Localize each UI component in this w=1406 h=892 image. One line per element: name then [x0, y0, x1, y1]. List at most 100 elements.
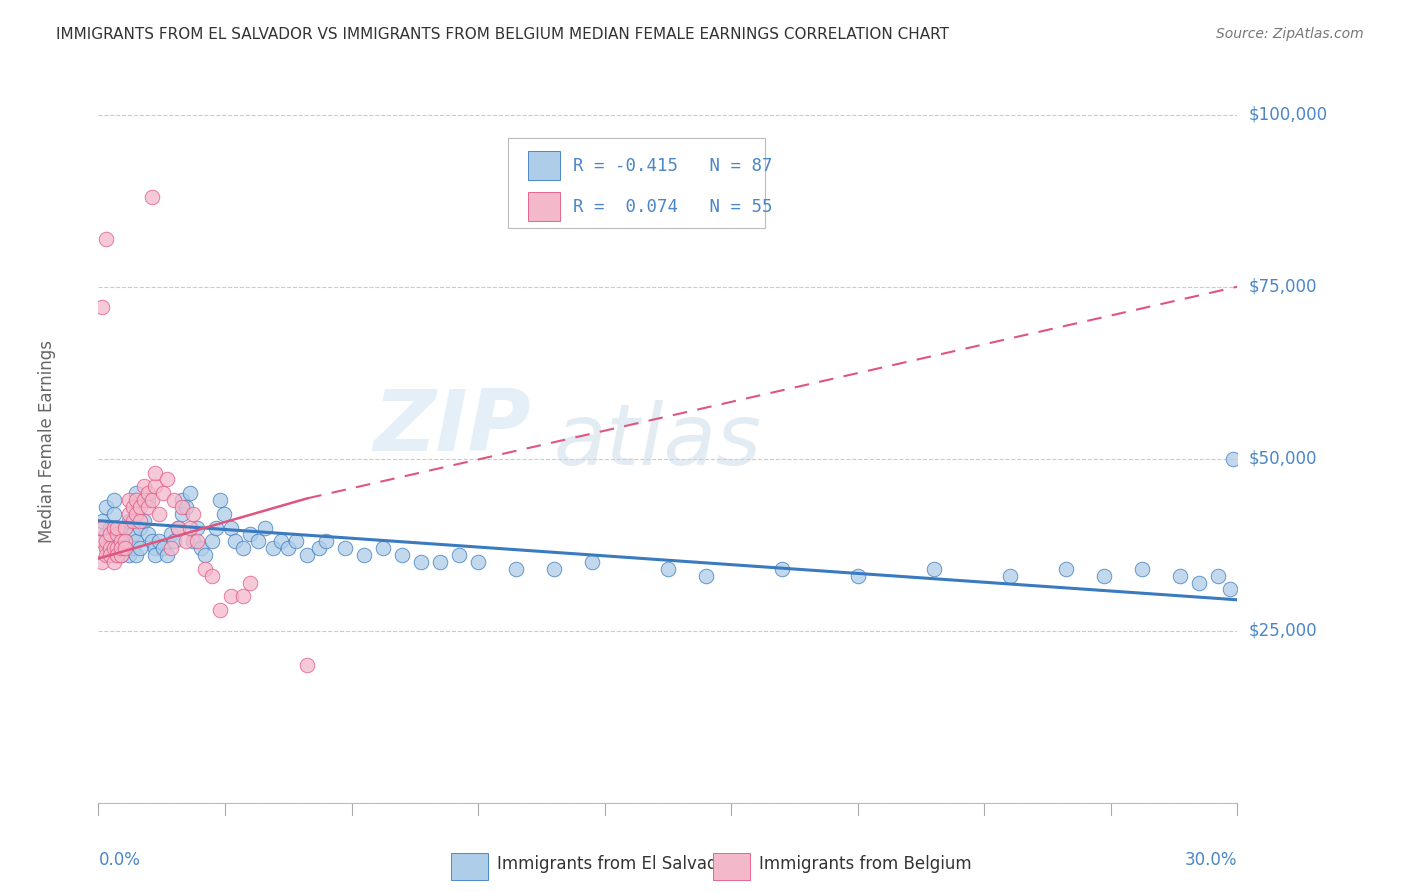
Text: ZIP: ZIP — [374, 385, 531, 468]
Point — [371, 541, 394, 556]
Point — [179, 520, 201, 534]
Text: 0.0%: 0.0% — [98, 851, 141, 869]
Text: Source: ZipAtlas.com: Source: ZipAtlas.com — [1216, 27, 1364, 41]
Point — [114, 520, 136, 534]
Point — [212, 507, 235, 521]
Point — [110, 534, 132, 549]
Point — [353, 548, 375, 562]
Point — [94, 534, 117, 549]
Text: atlas: atlas — [554, 400, 762, 483]
Point — [224, 534, 246, 549]
Point — [107, 548, 129, 562]
Point — [107, 534, 129, 549]
Point — [145, 466, 167, 480]
Point — [239, 527, 262, 541]
Point — [232, 590, 254, 604]
FancyBboxPatch shape — [509, 138, 765, 228]
Bar — [527, 151, 560, 180]
Point — [190, 541, 212, 556]
Point — [246, 534, 269, 549]
Point — [129, 520, 152, 534]
Point — [91, 520, 114, 534]
Point — [159, 527, 181, 541]
Point — [1132, 562, 1154, 576]
Point — [152, 486, 174, 500]
Point — [136, 493, 159, 508]
Point — [449, 548, 471, 562]
Point — [121, 527, 143, 541]
Point — [114, 520, 136, 534]
Point — [125, 507, 148, 521]
Point — [167, 520, 190, 534]
Point — [118, 507, 141, 521]
Point — [297, 548, 319, 562]
Point — [107, 520, 129, 534]
Point — [94, 500, 117, 514]
Bar — [451, 853, 488, 880]
Point — [163, 534, 186, 549]
Point — [98, 534, 121, 549]
Point — [174, 534, 197, 549]
Point — [170, 500, 193, 514]
Point — [125, 548, 148, 562]
Point — [998, 568, 1021, 582]
Point — [411, 555, 433, 569]
Point — [174, 500, 197, 514]
Point — [91, 301, 114, 315]
Text: $25,000: $25,000 — [1249, 622, 1317, 640]
Point — [429, 555, 451, 569]
Point — [141, 493, 163, 508]
Point — [98, 541, 121, 556]
Point — [208, 493, 231, 508]
Point — [125, 534, 148, 549]
Text: $75,000: $75,000 — [1249, 277, 1317, 296]
Point — [1094, 568, 1116, 582]
Point — [205, 520, 228, 534]
Point — [163, 493, 186, 508]
Point — [121, 500, 143, 514]
Point — [94, 548, 117, 562]
Point — [98, 520, 121, 534]
Point — [262, 541, 284, 556]
Point — [103, 555, 125, 569]
Point — [156, 548, 179, 562]
Point — [183, 507, 205, 521]
Point — [103, 548, 125, 562]
Text: $100,000: $100,000 — [1249, 105, 1327, 124]
Point — [695, 568, 717, 582]
Point — [186, 534, 208, 549]
Point — [107, 541, 129, 556]
Point — [194, 562, 217, 576]
Point — [201, 534, 224, 549]
Point — [194, 548, 217, 562]
Point — [107, 520, 129, 534]
Point — [1056, 562, 1078, 576]
Point — [141, 534, 163, 549]
Point — [179, 486, 201, 500]
Point — [103, 520, 125, 534]
Point — [136, 527, 159, 541]
Text: R =  0.074   N = 55: R = 0.074 N = 55 — [574, 198, 773, 216]
Point — [114, 534, 136, 549]
Point — [141, 190, 163, 204]
Point — [132, 479, 155, 493]
Point — [136, 486, 159, 500]
Point — [221, 590, 243, 604]
Point — [103, 507, 125, 521]
Point — [94, 231, 117, 245]
Point — [308, 541, 330, 556]
Point — [91, 555, 114, 569]
Point — [239, 575, 262, 590]
Point — [170, 507, 193, 521]
Point — [156, 472, 179, 486]
Point — [657, 562, 679, 576]
Point — [129, 500, 152, 514]
Point — [132, 514, 155, 528]
Point — [91, 514, 114, 528]
Text: Median Female Earnings: Median Female Earnings — [38, 340, 56, 543]
Point — [277, 541, 299, 556]
Point — [103, 541, 125, 556]
Point — [118, 493, 141, 508]
Point — [110, 548, 132, 562]
Point — [91, 534, 114, 549]
